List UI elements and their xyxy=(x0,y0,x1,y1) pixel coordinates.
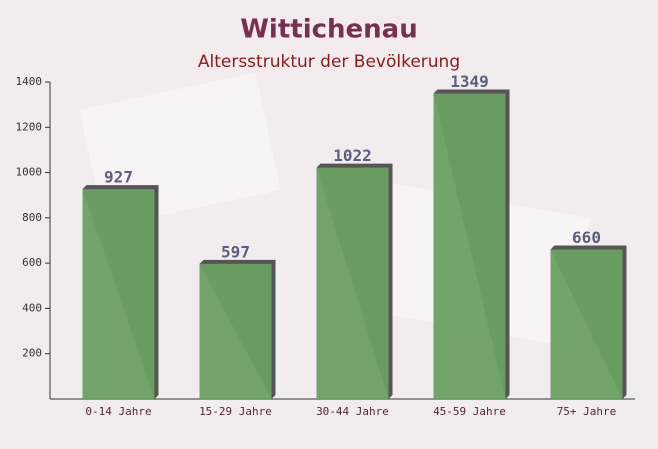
x-tick-label: 0-14 Jahre xyxy=(85,405,151,418)
y-tick-label: 1000 xyxy=(16,166,43,179)
value-label: 1022 xyxy=(333,146,372,165)
value-label: 927 xyxy=(104,168,133,187)
bar xyxy=(550,249,623,399)
x-tick-label: 45-59 Jahre xyxy=(433,405,506,418)
chart-subtitle: Altersstruktur der Bevölkerung xyxy=(198,52,460,72)
x-tick-label: 30-44 Jahre xyxy=(316,405,389,418)
bar xyxy=(82,189,155,399)
y-tick-label: 400 xyxy=(22,301,42,314)
value-label: 660 xyxy=(572,228,601,247)
y-tick-label: 1400 xyxy=(16,75,43,88)
bar xyxy=(199,263,272,399)
y-tick-label: 600 xyxy=(22,256,42,269)
y-tick-label: 200 xyxy=(22,347,42,360)
x-tick-label: 15-29 Jahre xyxy=(199,405,272,418)
y-tick-label: 800 xyxy=(22,211,42,224)
y-tick-label: 1200 xyxy=(16,120,43,133)
value-label: 597 xyxy=(221,242,250,261)
chart-title: Wittichenau xyxy=(240,15,417,45)
bar xyxy=(316,167,389,399)
value-label: 1349 xyxy=(450,72,489,91)
x-tick-label: 75+ Jahre xyxy=(557,405,617,418)
bar xyxy=(433,93,506,400)
